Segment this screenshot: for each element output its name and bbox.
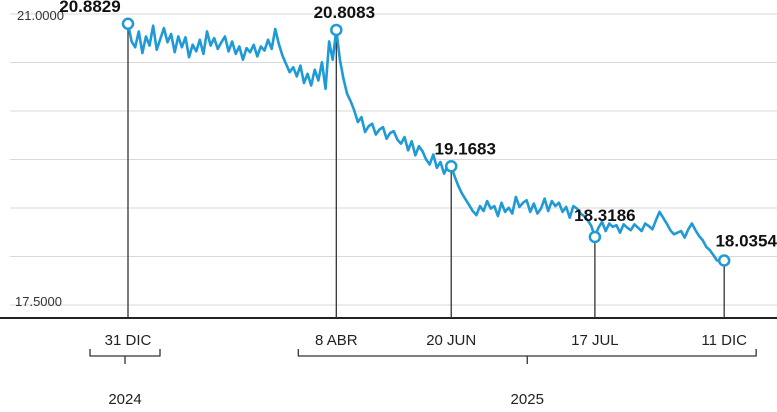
year-label: 2025 — [511, 391, 544, 408]
year-bracket — [89, 349, 161, 357]
date-labels: 31 DIC 8 ABR 20 JUN 17 JUL 11 DIC — [105, 332, 747, 349]
annotation-label: 20.8083 — [314, 3, 375, 22]
year-bracket — [297, 349, 757, 357]
gridlines — [10, 13, 777, 306]
annotation-label: 18.3186 — [574, 206, 635, 225]
annotation-label: 18.0354 — [715, 231, 777, 250]
annotation-label: 20.8829 — [59, 0, 120, 16]
annotation-markers — [121, 17, 731, 267]
date-label: 11 DIC — [701, 332, 747, 349]
y-axis: 21.0000 17.5000 — [15, 8, 64, 309]
date-label: 17 JUL — [571, 332, 619, 349]
y-tick-label-bottom: 17.5000 — [15, 294, 62, 309]
date-label: 31 DIC — [105, 332, 152, 349]
annotation-marker — [121, 17, 135, 30]
year-label: 2024 — [108, 391, 141, 408]
date-label: 20 JUN — [426, 332, 476, 349]
year-brackets: 2024 2025 — [89, 349, 757, 408]
y-tick-label-top: 21.0000 — [17, 8, 64, 23]
annotation-marker — [717, 254, 731, 267]
annotation-drop-lines — [127, 23, 725, 318]
annotation-labels: 20.8829 20.8083 19.1683 18.3186 18.0354 — [59, 0, 777, 250]
annotation-marker — [588, 230, 602, 244]
annotation-marker — [444, 160, 458, 173]
date-label: 8 ABR — [315, 332, 358, 349]
annotation-marker — [330, 23, 343, 37]
annotation-label: 19.1683 — [435, 139, 496, 158]
series-line — [126, 22, 719, 262]
